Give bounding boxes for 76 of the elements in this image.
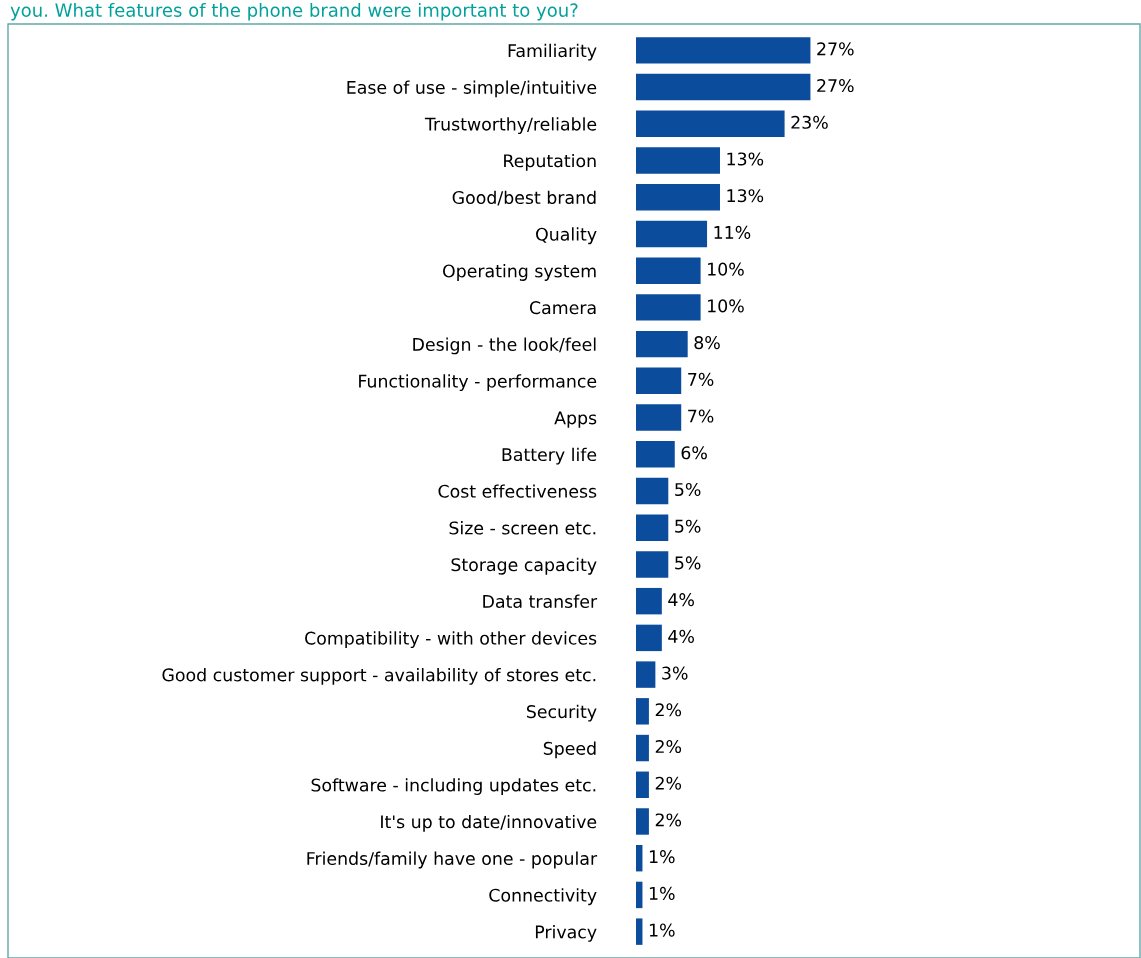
bar <box>636 844 643 872</box>
bar <box>636 587 662 615</box>
bar <box>636 734 649 762</box>
bar <box>636 37 811 64</box>
bar <box>636 441 675 468</box>
bar <box>636 881 643 909</box>
bar <box>636 404 682 431</box>
data-label: 1% <box>649 886 675 900</box>
y-tick-label: Software - including updates etc. <box>311 778 596 795</box>
bar <box>636 918 643 945</box>
data-label: 2% <box>655 776 682 790</box>
data-label: 2% <box>655 703 682 717</box>
y-tick-label: Security <box>526 704 597 722</box>
data-label: 6% <box>681 446 707 460</box>
bar <box>636 624 662 652</box>
bar <box>636 294 701 321</box>
data-label: 11% <box>714 225 751 239</box>
y-tick-label: Design - the look/feel <box>413 337 596 355</box>
bar <box>636 514 669 541</box>
y-tick-label: Functionality - performance <box>359 374 597 392</box>
bar <box>636 771 649 798</box>
bar <box>636 661 656 688</box>
y-tick-label: Size - screen etc. <box>449 521 596 535</box>
data-label: 10% <box>708 299 744 313</box>
data-label: 7% <box>688 372 714 386</box>
bar <box>636 367 682 395</box>
bar <box>636 477 669 505</box>
y-tick-label: Storage capacity <box>451 557 597 575</box>
y-tick-label: Battery life <box>502 447 597 465</box>
data-label: 13% <box>727 189 764 203</box>
data-label: 10% <box>708 262 744 276</box>
data-label: 1% <box>649 923 675 937</box>
y-tick-label: Apps <box>554 411 597 428</box>
y-tick-label: Compatibility - with other devices <box>305 631 597 649</box>
bar <box>636 184 720 211</box>
y-tick-label: Connectivity <box>489 888 597 906</box>
data-label: 2% <box>655 813 682 827</box>
data-label: 13% <box>727 152 764 166</box>
bar <box>636 257 701 284</box>
data-label: 23% <box>791 115 828 129</box>
bar <box>636 73 811 101</box>
data-label: 7% <box>688 409 714 423</box>
data-label: 5% <box>675 482 701 497</box>
y-tick-label: Operating system <box>443 264 596 281</box>
bar <box>636 698 649 725</box>
data-label: 1% <box>649 850 675 864</box>
y-tick-label: Friends/family have one - popular <box>307 851 598 869</box>
bar <box>636 147 720 174</box>
data-label: 8% <box>694 336 720 350</box>
data-label: 5% <box>675 556 701 570</box>
data-label: 4% <box>668 593 694 607</box>
data-label: 3% <box>662 666 688 680</box>
y-tick-label: Cost effectiveness <box>438 484 597 498</box>
y-tick-label: Good/best brand <box>452 190 596 206</box>
data-label: 2% <box>655 739 682 754</box>
data-label: 27% <box>817 42 854 56</box>
bar <box>636 330 688 358</box>
bar <box>636 220 708 248</box>
data-label: 5% <box>675 519 701 533</box>
bar <box>636 551 669 578</box>
y-tick-label: Trustworthy/reliable <box>424 117 597 135</box>
y-tick-label: Quality <box>536 227 597 245</box>
y-tick-label: Data transfer <box>483 594 598 608</box>
data-label: 27% <box>817 78 854 93</box>
y-tick-label: It's up to date/innovative <box>381 814 597 832</box>
y-tick-label: Privacy <box>535 925 597 942</box>
y-tick-label: Camera <box>529 301 596 315</box>
text: you. What features of the phone brand were important to you? <box>10 3 578 21</box>
y-tick-label: Familiarity <box>508 43 597 61</box>
bar <box>636 110 785 138</box>
bar <box>636 808 649 835</box>
y-tick-label: Good customer support - availability of stores etc. <box>162 668 596 685</box>
y-tick-label: Ease of use - simple/intuitive <box>347 80 597 98</box>
y-tick-label: Reputation <box>504 153 596 171</box>
data-label: 4% <box>668 629 694 643</box>
y-tick-label: Speed <box>543 741 596 759</box>
